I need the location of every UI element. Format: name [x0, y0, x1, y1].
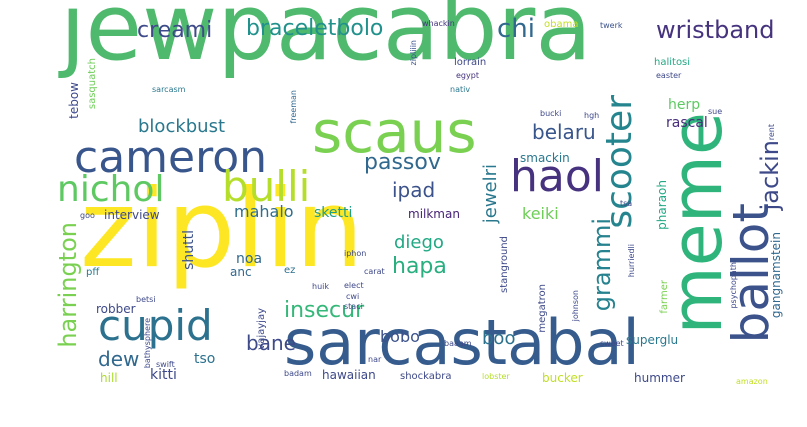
word-iphon: iphon [344, 249, 367, 258]
word-swift: swift [156, 360, 175, 369]
word-johnson: johnson [571, 290, 580, 322]
word-sweet: sweet [600, 339, 624, 348]
word-nichol: nichol [57, 169, 165, 210]
word-harrington: harrington [54, 222, 82, 348]
word-milkman: milkman [408, 207, 460, 221]
word-tso: tso [194, 351, 216, 367]
word-hill: hill [100, 371, 118, 385]
word-staci: staci [344, 302, 363, 311]
word-chi: chi [497, 14, 535, 44]
word-whackin: whackin [422, 19, 455, 28]
word-obama: obama [544, 19, 579, 30]
word-pff: pff [86, 267, 100, 278]
word-scooter: scooter [599, 95, 640, 229]
word-keiki: keiki [522, 204, 559, 223]
word-egypt: egypt [456, 71, 479, 80]
word-cameron: cameron [74, 132, 268, 183]
word-rascal: rascal [666, 115, 708, 131]
word-megatron: megatron [537, 284, 548, 333]
word-tebow: tebow [67, 82, 81, 119]
word-bulli: bulli [222, 162, 311, 211]
word-robber: robber [96, 302, 136, 316]
word-wristband: wristband [656, 16, 775, 44]
word-lorrain: lorrain [454, 57, 487, 68]
word-shockabra: shockabra [400, 371, 452, 382]
word-boo: boo [482, 328, 516, 349]
word-superglu: superglu [626, 333, 679, 347]
word-nativ: nativ [450, 85, 471, 94]
word-jackin: jackin [756, 140, 784, 211]
word-vajayjay: vajayjay [256, 308, 267, 350]
word-hummer: hummer [634, 371, 685, 385]
word-smackin: smackin [520, 151, 570, 165]
word-pharaoh: pharaoh [655, 180, 669, 230]
word-psychopath: psychopath [729, 262, 738, 309]
word-hgh: hgh [584, 111, 600, 120]
word-sarcasm: sarcasm [152, 85, 186, 94]
word-halitosi: halitosi [654, 57, 691, 68]
word-zipliiin: zipliiin [409, 40, 418, 66]
word-elect: elect [344, 281, 364, 290]
word-easter: easter [656, 71, 682, 80]
word-ez: ez [284, 265, 296, 276]
word-anc: anc [230, 265, 252, 279]
word-cwi: cwi [346, 292, 360, 301]
word-hapa: hapa [392, 254, 447, 279]
word-lobster: lobster [482, 372, 510, 381]
word-passov: passov [364, 150, 441, 175]
word-insecur: insecur [284, 298, 365, 323]
word-bane: bane [246, 331, 296, 355]
word-tsa: tsa [620, 199, 633, 208]
word-sue: sue [708, 107, 723, 116]
word-diego: diego [394, 232, 444, 253]
word-dew: dew [98, 347, 140, 371]
word-carat: carat [364, 267, 385, 276]
word-noa: noa [236, 251, 263, 267]
word-cupid: cupid [98, 301, 213, 350]
word-herp: herp [668, 97, 701, 113]
word-shuttl: shuttl [181, 230, 197, 270]
word-stanground: stanground [499, 236, 510, 293]
word-bobo: bobo [380, 327, 420, 346]
word-kitti: kitti [150, 367, 177, 383]
word-jewelri: jewelri [480, 164, 501, 224]
word-sasquatch: sasquatch [87, 58, 98, 110]
word-huik: huik [312, 282, 329, 291]
word-freeman: freeman [289, 90, 298, 124]
word-ziplin: ziplin [80, 167, 364, 292]
word-jewpacabra: jewpacabra [60, 0, 592, 81]
word-scaus: scaus [312, 98, 477, 166]
word-haol: haol [510, 151, 604, 202]
word-hurriedli: hurriedli [627, 244, 636, 278]
word-hawaiian: hawaiian [322, 368, 376, 382]
word-goo: goo [80, 211, 95, 220]
word-sketti: sketti [314, 205, 353, 221]
word-farmer: farmer [659, 280, 670, 314]
word-sarcastabal: sarcastabal [284, 306, 640, 379]
word-bucki: bucki [540, 109, 562, 118]
word-grammi: grammi [588, 218, 616, 312]
word-ipad: ipad [392, 178, 436, 202]
word-bucker: bucker [542, 371, 583, 385]
word-blockbust: blockbust [138, 116, 226, 137]
word-twerk: twerk [600, 21, 623, 30]
word-mahalo: mahalo [234, 202, 294, 221]
word-gangnamstein: gangnamstein [769, 232, 783, 319]
word-creami: creami [137, 18, 213, 43]
word-betsi: betsi [136, 295, 156, 304]
word-interview: interview [104, 208, 160, 222]
word-bracelet: braceletbolo [246, 16, 384, 41]
word-badam: badam [284, 369, 312, 378]
word-baaam: baaam [444, 339, 472, 348]
word-bathysphere: bathysphere [143, 318, 152, 369]
word-rent: rent [767, 124, 776, 141]
word-nar: nar [368, 355, 382, 364]
word-amazon: amazon [736, 377, 768, 386]
word-belaru: belaru [532, 120, 596, 144]
